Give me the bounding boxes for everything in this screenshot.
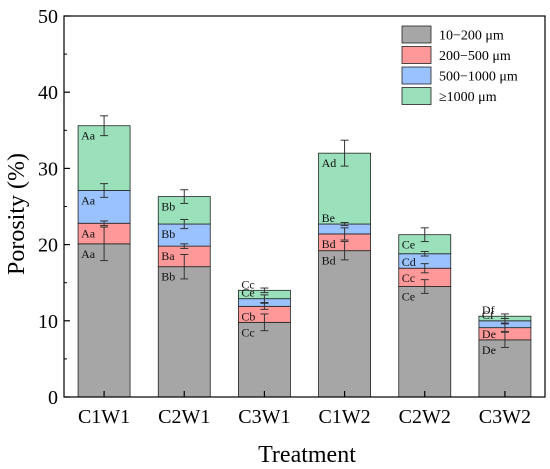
significance-letter: Ce	[402, 238, 415, 252]
significance-letter: Cc	[402, 271, 415, 285]
bar-segment	[478, 339, 532, 398]
significance-letter: Ce	[241, 286, 254, 300]
significance-letter: Bd	[322, 237, 336, 251]
significance-letter: Cc	[241, 277, 254, 291]
significance-letter: Aa	[81, 193, 96, 207]
bar-segment	[318, 152, 371, 225]
significance-letter: Cf	[482, 308, 494, 322]
y-tick-label: 30	[38, 158, 58, 180]
significance-letter: Cd	[402, 255, 416, 269]
significance-letter: Bb	[161, 227, 175, 241]
x-axis-label: Treatment	[258, 442, 356, 468]
legend: 10−200 μm 200−500 μm 500−1000 μm ≥1000 μm	[401, 25, 518, 105]
bar-segment	[77, 243, 131, 398]
y-tick-label: 20	[38, 235, 58, 257]
letter-labels-layer: AaAaAaAaBbBaBbBbCcCbCeCcBdBdBeAdCeCcCdCe…	[81, 129, 496, 357]
significance-letter: Ba	[161, 249, 175, 263]
legend-swatch	[401, 25, 432, 44]
legend-label: 200−500 μm	[439, 49, 511, 64]
y-axis-label: Porosity (%)	[4, 153, 30, 275]
legend-label: ≥1000 μm	[439, 90, 497, 105]
y-tick-label: 10	[38, 311, 58, 333]
significance-letter: Ce	[402, 290, 415, 304]
significance-letter: Bb	[161, 270, 175, 284]
y-tick-label: 0	[48, 387, 58, 409]
x-tick-label: C3W1	[238, 406, 290, 428]
x-tick-label: C2W1	[158, 406, 210, 428]
significance-letter: Bb	[161, 200, 175, 214]
legend-swatch	[401, 87, 432, 105]
y-tick-label: 40	[38, 82, 58, 104]
legend-label: 10−200 μm	[439, 29, 504, 44]
significance-letter: Ad	[322, 156, 337, 170]
x-tick-label: C3W2	[479, 406, 531, 428]
legend-label: 500−1000 μm	[439, 70, 518, 85]
bars-layer	[77, 125, 532, 398]
significance-letter: Cc	[241, 325, 254, 339]
x-tick-label: C1W2	[318, 406, 370, 428]
bar-segment	[398, 286, 452, 398]
legend-swatch	[401, 46, 432, 64]
error-bars-layer	[100, 115, 509, 348]
significance-letter: Aa	[81, 226, 96, 240]
significance-letter: Aa	[81, 247, 96, 261]
significance-letter: Cb	[241, 309, 255, 323]
x-tick-label: C2W2	[399, 406, 451, 428]
bar-segment	[318, 250, 371, 398]
significance-letter: Aa	[81, 129, 96, 143]
x-tick-label: C1W1	[78, 406, 130, 428]
y-tick-label: 50	[38, 6, 58, 28]
significance-letter: Df	[482, 303, 495, 317]
significance-letter: De	[482, 327, 496, 341]
significance-letter: Bd	[322, 254, 336, 268]
legend-swatch	[401, 66, 432, 85]
axes-layer: 0 10 20 30 40 50 C1W1 C2W1 C3W1 C1W2 C2W2 C3W2	[38, 6, 546, 428]
significance-letter: De	[482, 343, 496, 357]
bar-segment	[157, 266, 211, 398]
significance-letter: Be	[322, 211, 335, 225]
